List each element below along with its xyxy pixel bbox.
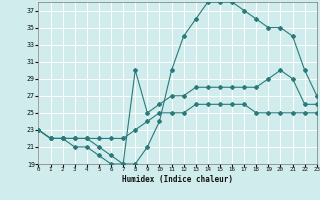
X-axis label: Humidex (Indice chaleur): Humidex (Indice chaleur) [122,175,233,184]
